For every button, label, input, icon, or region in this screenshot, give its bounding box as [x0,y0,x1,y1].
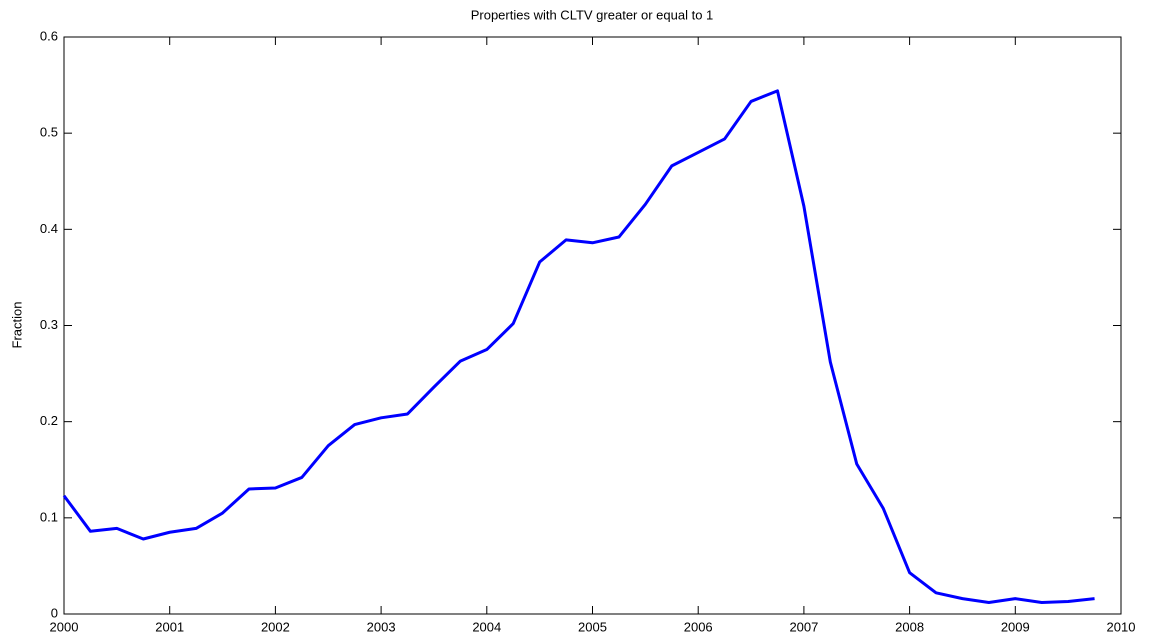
y-tick-label: 0.2 [40,413,58,428]
x-tick-label: 2003 [367,619,396,634]
y-tick-label: 0 [51,605,58,620]
data-line [62,89,1095,604]
x-tick-label: 2009 [1001,619,1030,634]
y-tick-label: 0.4 [40,221,58,236]
x-tick-label: 2001 [155,619,184,634]
y-tick-label: 0.5 [40,125,58,140]
x-tick-label: 2005 [578,619,607,634]
chart-title: Properties with CLTV greater or equal to… [471,7,714,22]
y-tick-label: 0.6 [40,28,58,43]
x-tick-label: 2006 [684,619,713,634]
x-tick-label: 2010 [1107,619,1136,634]
x-tick-label: 2000 [50,619,79,634]
x-tick-label: 2002 [261,619,290,634]
y-tick-label: 0.1 [40,509,58,524]
plot-frame [63,36,1122,615]
x-tick-label: 2008 [895,619,924,634]
x-tick-label: 2004 [472,619,501,634]
x-tick-label: 2007 [789,619,818,634]
y-axis-label: Fraction [9,302,24,349]
y-tick-label: 0.3 [40,317,58,332]
